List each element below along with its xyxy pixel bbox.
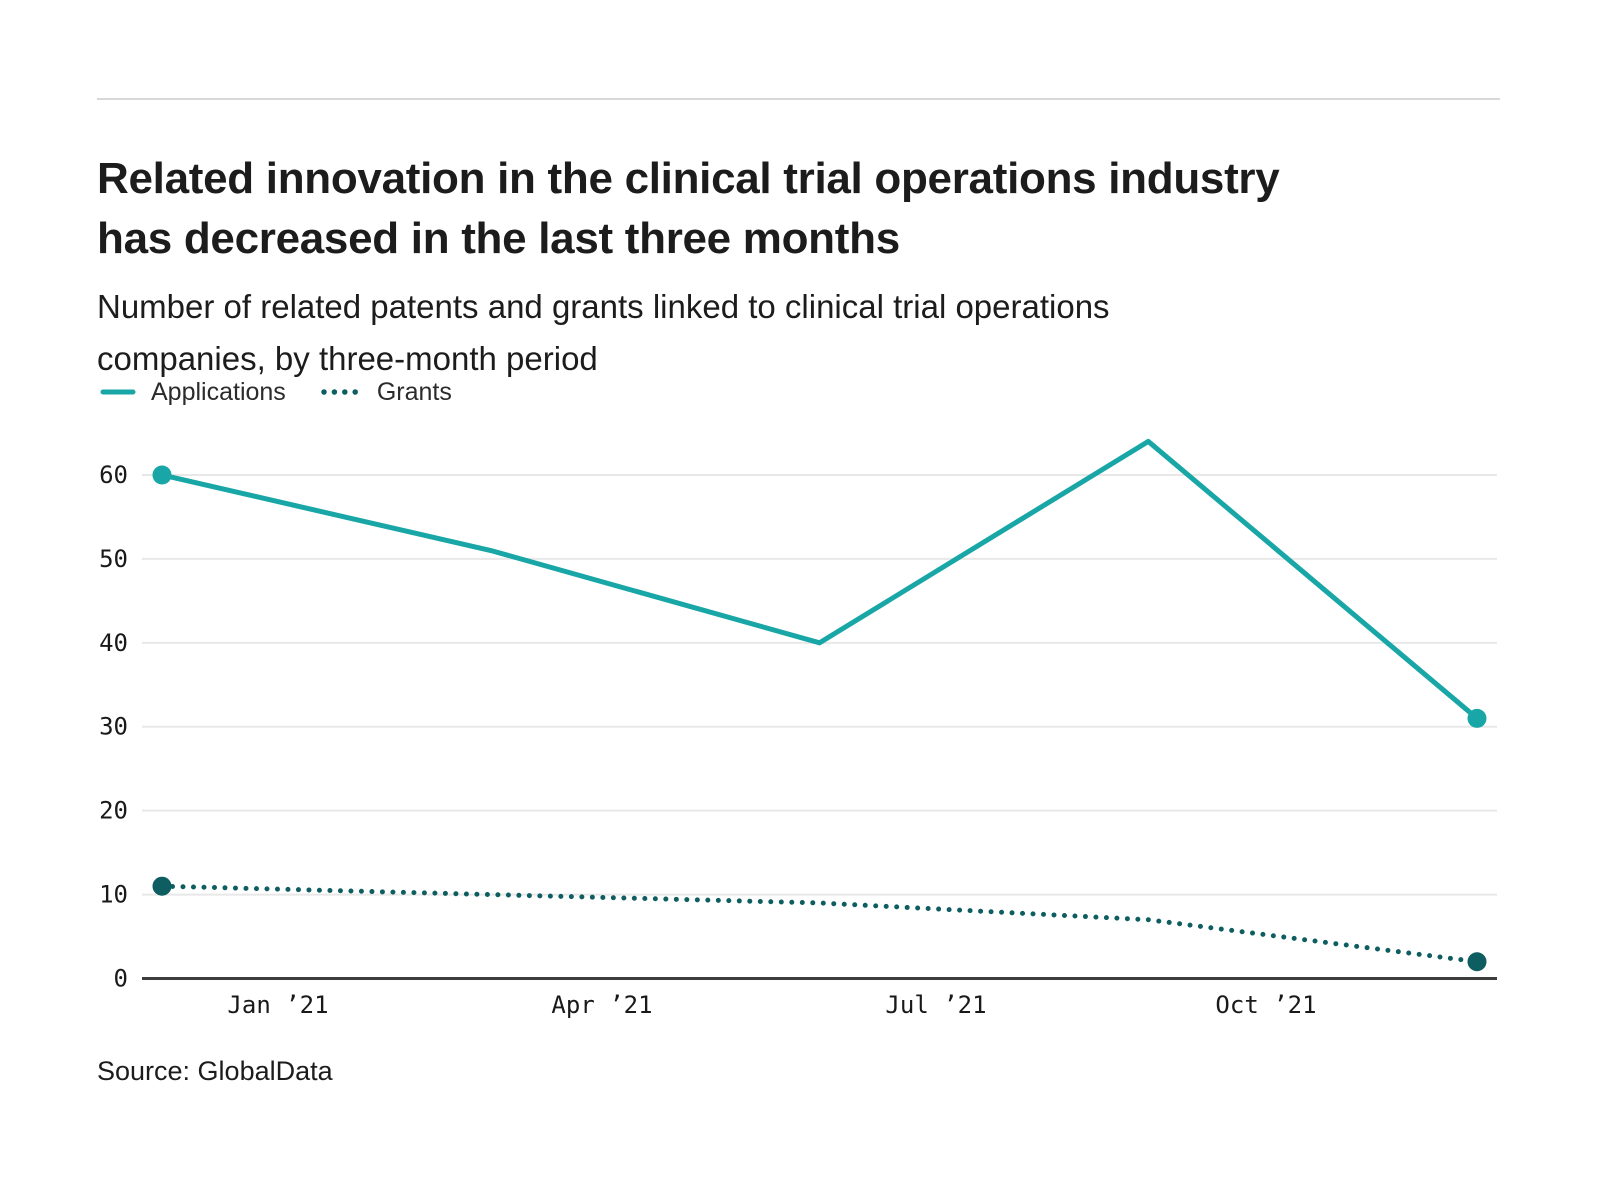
x-tick-label-0: Jan ’21 (227, 991, 328, 1019)
legend-item-grants: Grants (320, 378, 452, 407)
chart-title-line-1: Related innovation in the clinical trial… (97, 154, 1280, 204)
y-tick-label-40: 40 (99, 629, 128, 657)
applications-line (161, 438, 1479, 721)
grants-line (159, 883, 1480, 965)
legend: Applications Grants (100, 377, 452, 407)
grants-start-point (152, 876, 172, 896)
x-tick-label-1: Apr ’21 (551, 991, 652, 1019)
applications-end-point (1467, 708, 1487, 728)
chart-subtitle-line-1: Number of related patents and grants lin… (97, 288, 1110, 325)
y-tick-label-20: 20 (99, 797, 128, 825)
legend-label-applications: Applications (151, 377, 286, 406)
y-tick-label-50: 50 (99, 545, 128, 573)
chart-title: Related innovation in the clinical trial… (97, 149, 1517, 269)
applications-start-point (152, 465, 172, 485)
y-tick-label-60: 60 (99, 461, 128, 489)
grants-end-point (1467, 952, 1487, 972)
y-tick-label-30: 30 (99, 713, 128, 741)
applications-solid-swatch-icon (100, 389, 136, 395)
x-tick-label-2: Jul ’21 (885, 991, 986, 1019)
y-tick-label-0: 0 (114, 965, 128, 993)
y-tick-label-10: 10 (99, 881, 128, 909)
chart-title-line-2: has decreased in the last three months (97, 214, 900, 264)
legend-item-applications: Applications (100, 378, 286, 407)
legend-label-grants: Grants (376, 377, 452, 406)
x-tick-label-3: Oct ’21 (1215, 991, 1316, 1019)
top-divider (97, 98, 1500, 100)
chart-subtitle: Number of related patents and grants lin… (97, 281, 1517, 385)
source-note: Source: GlobalData (97, 1056, 333, 1086)
chart-subtitle-line-2: companies, by three-month period (97, 340, 598, 377)
